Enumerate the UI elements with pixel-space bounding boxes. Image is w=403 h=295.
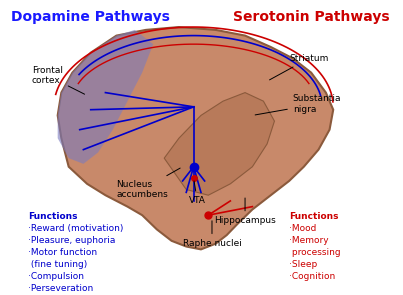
Text: ·Sleep: ·Sleep <box>289 260 318 269</box>
Text: VTA: VTA <box>189 181 206 205</box>
Text: ·Reward (motivation): ·Reward (motivation) <box>28 224 124 233</box>
Text: ·Mood: ·Mood <box>289 224 316 233</box>
Polygon shape <box>58 30 153 164</box>
Text: Raphe nuclei: Raphe nuclei <box>183 221 241 248</box>
Text: Functions: Functions <box>289 212 339 221</box>
Text: processing: processing <box>289 248 341 257</box>
Text: Hippocampus: Hippocampus <box>214 198 276 225</box>
Text: ·Pleasure, euphoria: ·Pleasure, euphoria <box>28 236 116 245</box>
Text: ·Motor function: ·Motor function <box>28 248 98 257</box>
Text: ·Memory: ·Memory <box>289 236 329 245</box>
Text: Functions: Functions <box>28 212 78 221</box>
Text: Nucleus
accumbens: Nucleus accumbens <box>116 168 180 199</box>
Text: (fine tuning): (fine tuning) <box>28 260 87 269</box>
Text: Dopamine Pathways: Dopamine Pathways <box>11 10 170 24</box>
Text: Substantia
nigra: Substantia nigra <box>255 94 341 115</box>
Text: ·Perseveration: ·Perseveration <box>28 284 93 293</box>
Text: Striatum: Striatum <box>270 54 328 80</box>
Text: Frontal
cortex: Frontal cortex <box>32 66 85 94</box>
Text: Serotonin Pathways: Serotonin Pathways <box>233 10 389 24</box>
Text: ·Compulsion: ·Compulsion <box>28 272 84 281</box>
Text: ·Cognition: ·Cognition <box>289 272 335 281</box>
Polygon shape <box>164 93 274 195</box>
Polygon shape <box>58 27 333 249</box>
